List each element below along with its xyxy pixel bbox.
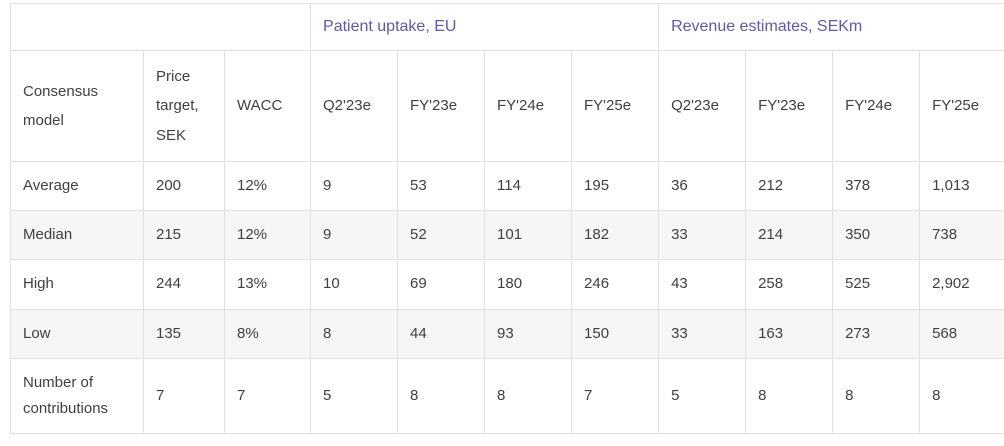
group-header-patient-uptake-eu: Patient uptake, EU — [310, 3, 660, 51]
row-label: High — [10, 259, 144, 310]
column-header: FY'23e — [745, 50, 834, 162]
group-header-revenue-estimates-sekm: Revenue estimates, SEKm — [658, 3, 1004, 51]
table-cell: 525 — [832, 259, 921, 310]
table-body: Average 200 12% 9 53 114 195 36 212 378 1,013 Media… — [10, 160, 1004, 435]
table-row: Average 200 12% 9 53 114 195 36 212 378 1,013 — [10, 160, 1004, 212]
consensus-table: Patient uptake, EU Revenue estimates, SEK… — [9, 3, 1004, 435]
table-cell: 5 — [658, 357, 747, 435]
table-cell: 9 — [310, 209, 399, 261]
column-header: FY'24e — [484, 50, 573, 162]
column-header: WACC — [223, 50, 312, 162]
column-header: Price target, SEK — [143, 50, 225, 162]
table-cell: 195 — [571, 160, 660, 212]
table-cell: 350 — [832, 209, 921, 261]
table-cell: 200 — [143, 160, 225, 212]
column-header: FY'25e — [919, 50, 1004, 162]
table-cell: 212 — [745, 160, 834, 212]
table-cell: 214 — [745, 209, 834, 261]
table-cell: 52 — [397, 209, 486, 261]
column-header: FY'23e — [397, 50, 486, 162]
table-cell: 33 — [658, 308, 747, 359]
table-cell: 258 — [745, 259, 834, 310]
table-row: Median 215 12% 9 52 101 182 33 214 350 738 — [10, 209, 1004, 261]
table-cell: 378 — [832, 160, 921, 212]
table-cell: 36 — [658, 160, 747, 212]
table-cell: 7 — [143, 357, 225, 435]
table-cell: 182 — [571, 209, 660, 261]
table-cell: 7 — [571, 357, 660, 435]
column-header: Consensus model — [10, 50, 144, 162]
table-cell: 8 — [310, 308, 399, 359]
table-cell: 69 — [397, 259, 486, 310]
table-cell: 13% — [223, 259, 312, 310]
table-cell: 215 — [143, 209, 225, 261]
table-cell: 8 — [484, 357, 573, 435]
table-cell: 273 — [832, 308, 921, 359]
table-cell: 7 — [223, 357, 312, 435]
table-cell: 738 — [919, 209, 1004, 261]
table-cell: 1,013 — [919, 160, 1004, 212]
table-cell: 244 — [143, 259, 225, 310]
table-cell: 10 — [310, 259, 399, 310]
table-row: Number of contributions 7 7 5 8 8 7 5 8 8 8 — [10, 357, 1004, 435]
column-header: Q2'23e — [658, 50, 747, 162]
table-cell: 9 — [310, 160, 399, 212]
table-row: Low 135 8% 8 44 93 150 33 163 273 568 — [10, 308, 1004, 359]
row-label: Median — [10, 209, 144, 261]
table-cell: 8 — [745, 357, 834, 435]
column-header-row: Consensus model Price target, SEK WACC Q2'2… — [10, 50, 1004, 162]
column-header: FY'24e — [832, 50, 921, 162]
table-row: High 244 13% 10 69 180 246 43 258 525 2,902 — [10, 259, 1004, 310]
table-cell: 33 — [658, 209, 747, 261]
table-cell: 8 — [832, 357, 921, 435]
table-cell: 8% — [223, 308, 312, 359]
table-cell: 93 — [484, 308, 573, 359]
table-cell: 12% — [223, 209, 312, 261]
table-cell: 44 — [397, 308, 486, 359]
row-label: Low — [10, 308, 144, 359]
group-header-empty — [9, 3, 312, 51]
table-cell: 8 — [919, 357, 1004, 435]
table-cell: 163 — [745, 308, 834, 359]
group-header-row: Patient uptake, EU Revenue estimates, SEK… — [9, 3, 1004, 51]
table-cell: 150 — [571, 308, 660, 359]
table-cell: 114 — [484, 160, 573, 212]
table-cell: 568 — [919, 308, 1004, 359]
column-header: Q2'23e — [310, 50, 399, 162]
table-cell: 135 — [143, 308, 225, 359]
row-label: Average — [10, 160, 144, 212]
table-cell: 101 — [484, 209, 573, 261]
table-cell: 2,902 — [919, 259, 1004, 310]
table-cell: 8 — [397, 357, 486, 435]
table-cell: 246 — [571, 259, 660, 310]
table-cell: 43 — [658, 259, 747, 310]
table-cell: 12% — [223, 160, 312, 212]
row-label: Number of contributions — [10, 357, 144, 435]
table-cell: 180 — [484, 259, 573, 310]
table-cell: 5 — [310, 357, 399, 435]
column-header: FY'25e — [571, 50, 660, 162]
table-cell: 53 — [397, 160, 486, 212]
